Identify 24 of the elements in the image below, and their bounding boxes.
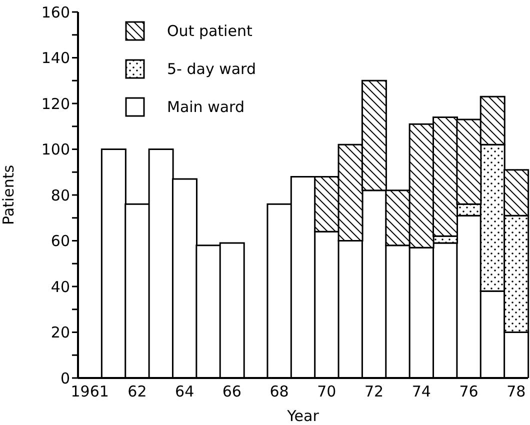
legend-label: Main ward bbox=[167, 98, 244, 116]
x-tick-label: 70 bbox=[317, 382, 336, 401]
y-tick-label: 20 bbox=[50, 324, 70, 342]
y-tick-label: 40 bbox=[50, 278, 70, 296]
x-axis-title: Year bbox=[286, 407, 320, 425]
y-tick-label: 100 bbox=[41, 140, 70, 159]
x-tick-label: 78 bbox=[506, 382, 526, 401]
y-tick-label: 140 bbox=[41, 49, 70, 68]
x-tick-label: 1961 bbox=[70, 382, 109, 401]
x-tick-label: 62 bbox=[128, 382, 147, 401]
legend-label: Out patient bbox=[167, 22, 252, 40]
x-tick-label: 74 bbox=[412, 382, 431, 401]
legend-label: 5- day ward bbox=[167, 60, 256, 78]
y-tick-label: 0 bbox=[60, 369, 70, 388]
x-tick-label: 68 bbox=[270, 382, 289, 401]
x-tick-label: 66 bbox=[222, 382, 242, 401]
x-tick-label: 76 bbox=[459, 382, 478, 401]
y-axis-title: Patients bbox=[0, 164, 18, 226]
y-tick-label: 120 bbox=[41, 94, 70, 113]
y-tick-label: 160 bbox=[41, 3, 70, 22]
y-tick-label: 60 bbox=[50, 232, 70, 250]
x-tick-label: 64 bbox=[175, 382, 194, 401]
x-tick-label: 72 bbox=[364, 382, 384, 401]
y-tick-label: 80 bbox=[50, 186, 70, 204]
